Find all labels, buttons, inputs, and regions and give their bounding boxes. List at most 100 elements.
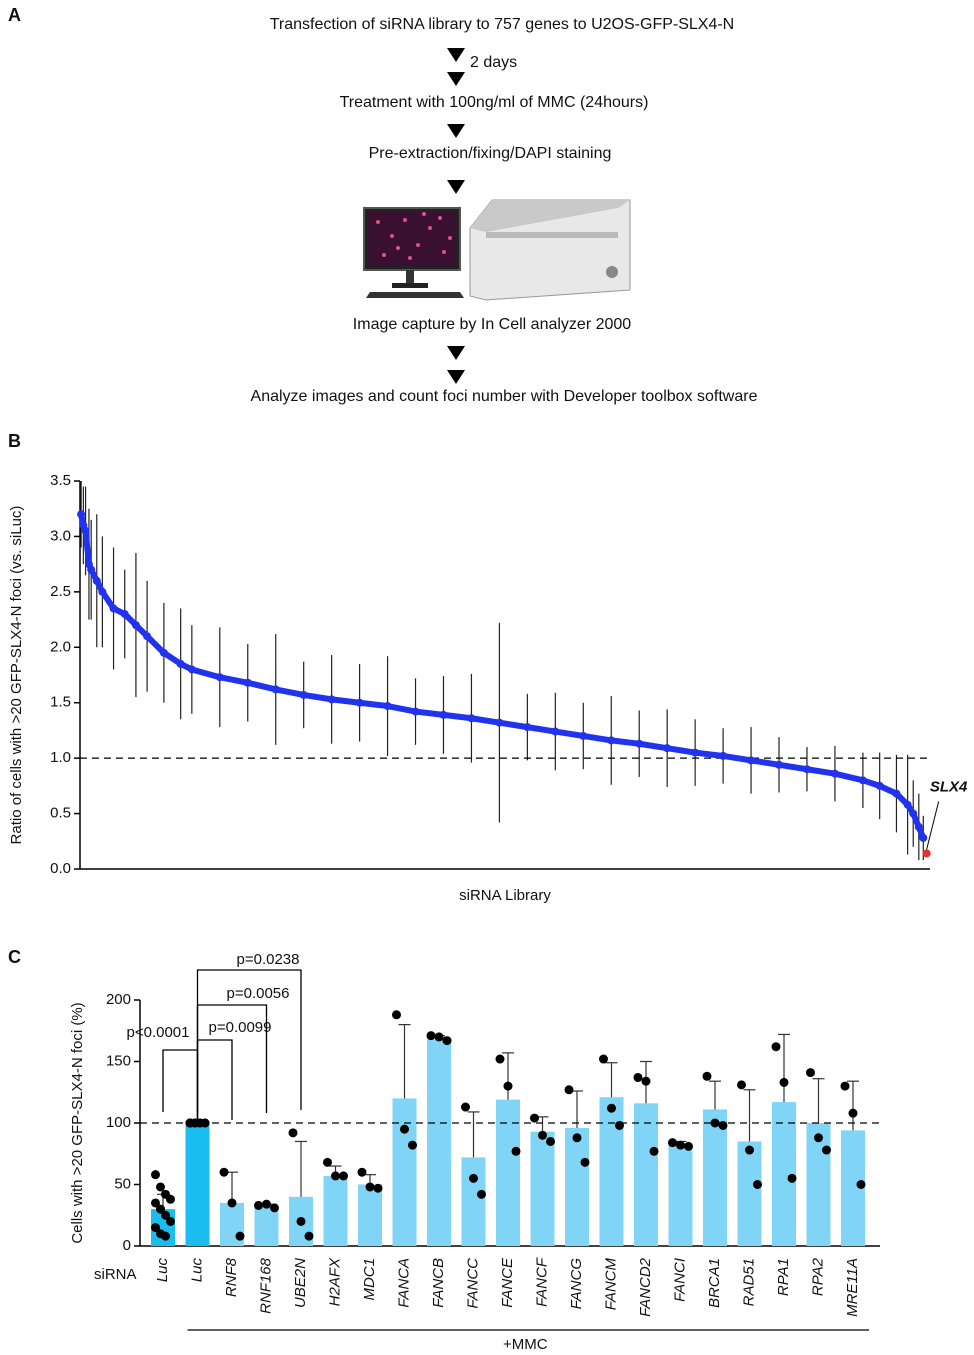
data-point [495, 1054, 505, 1064]
point [551, 727, 560, 736]
interval: 2 days [470, 54, 517, 71]
data-point [702, 1071, 712, 1081]
point [215, 673, 224, 682]
y-tick-label: 1.5 [50, 694, 71, 711]
point [143, 632, 152, 641]
y-tick-label: 1.0 [50, 749, 71, 766]
data-point [461, 1102, 470, 1112]
bar [496, 1099, 520, 1246]
data-point [296, 1216, 306, 1226]
y-tick-label: 2.5 [50, 583, 71, 600]
bar [358, 1184, 382, 1246]
point [663, 744, 672, 753]
data-point [161, 1231, 170, 1241]
data-point [373, 1183, 383, 1193]
bar [565, 1127, 589, 1246]
point [579, 731, 588, 740]
x-tick-label: RAD51 [740, 1258, 757, 1306]
point [299, 690, 308, 699]
data-point [538, 1130, 547, 1140]
x-tick-label: FANCE [499, 1257, 516, 1308]
p-value: p=0.0238 [237, 951, 300, 968]
point [411, 707, 420, 716]
data-point [254, 1200, 263, 1210]
point [922, 849, 931, 858]
data-point [227, 1198, 237, 1208]
y-axis-title: Cells with >20 GFP-SLX4-N foci (%) [69, 1002, 86, 1243]
data-point [304, 1231, 314, 1241]
data-point [262, 1199, 271, 1209]
x-tick-label: FANCG [568, 1258, 585, 1310]
point [92, 576, 101, 585]
data-point [599, 1054, 608, 1064]
p-value: p=0.0099 [209, 1019, 272, 1036]
x-tick-label: Luc [188, 1258, 205, 1283]
data-point [718, 1120, 728, 1130]
y-tick-label: 0.5 [50, 805, 71, 822]
data-point [787, 1173, 797, 1183]
point [607, 736, 616, 745]
point [909, 809, 918, 818]
p-value: p<0.0001 [127, 1024, 190, 1041]
x-tick-label: FANCA [395, 1258, 412, 1308]
data-point [151, 1170, 160, 1180]
data-point [564, 1085, 574, 1095]
data-point [641, 1076, 651, 1086]
data-point [434, 1032, 444, 1042]
data-point [572, 1133, 582, 1143]
x-tick-label: FANCC [464, 1258, 481, 1309]
significance-bracket [196, 969, 302, 1120]
data-point [331, 1171, 340, 1181]
panel-label: B [8, 431, 21, 451]
data-point [840, 1081, 850, 1091]
point [131, 621, 140, 630]
data-point [156, 1204, 165, 1214]
bar [703, 1109, 727, 1246]
data-point [151, 1198, 160, 1208]
step: Image capture by In Cell analyzer 2000 [353, 316, 631, 333]
x-tick-label: FANCF [533, 1257, 550, 1307]
point [719, 751, 728, 760]
panel-label: C [8, 947, 21, 967]
data-point [339, 1171, 348, 1181]
data-point [615, 1120, 624, 1130]
point [775, 760, 784, 769]
x-tick-label: RNF168 [257, 1257, 274, 1314]
x-tick-label: RPA2 [809, 1257, 826, 1296]
curve [78, 513, 927, 840]
data-point [633, 1072, 643, 1082]
data-point [546, 1136, 555, 1146]
x-tick-label: RNF8 [223, 1257, 240, 1297]
bar [427, 1039, 451, 1246]
point [467, 714, 476, 723]
point [635, 739, 644, 748]
bar [668, 1145, 693, 1246]
y-axis-title: Ratio of cells with >20 GFP-SLX4-N foci … [8, 506, 25, 845]
y-tick-label: 3.0 [50, 527, 71, 544]
x-tick-label: Luc [154, 1258, 171, 1283]
panel-label: A [8, 5, 21, 25]
data-point [270, 1203, 279, 1213]
data-point [771, 1042, 781, 1052]
point [383, 702, 392, 711]
x-tick-label: MRE11A [844, 1258, 861, 1317]
step: Treatment with 100ng/ml of MMC (24hours) [340, 94, 649, 111]
point [176, 659, 185, 668]
y-tick-label: 3.5 [50, 472, 71, 489]
data-point [856, 1180, 866, 1189]
y-tick-label: 0 [123, 1237, 131, 1254]
point [187, 665, 196, 674]
bar [461, 1157, 486, 1246]
data-point [288, 1128, 298, 1138]
significance-bracket [196, 1039, 233, 1120]
x-tick-label: FANCB [430, 1258, 447, 1308]
point [81, 526, 90, 535]
data-point [710, 1118, 720, 1128]
point [109, 604, 118, 613]
data-point [469, 1173, 478, 1183]
data-point [166, 1194, 175, 1204]
p-value: p=0.0056 [227, 985, 290, 1002]
bar [392, 1098, 417, 1246]
